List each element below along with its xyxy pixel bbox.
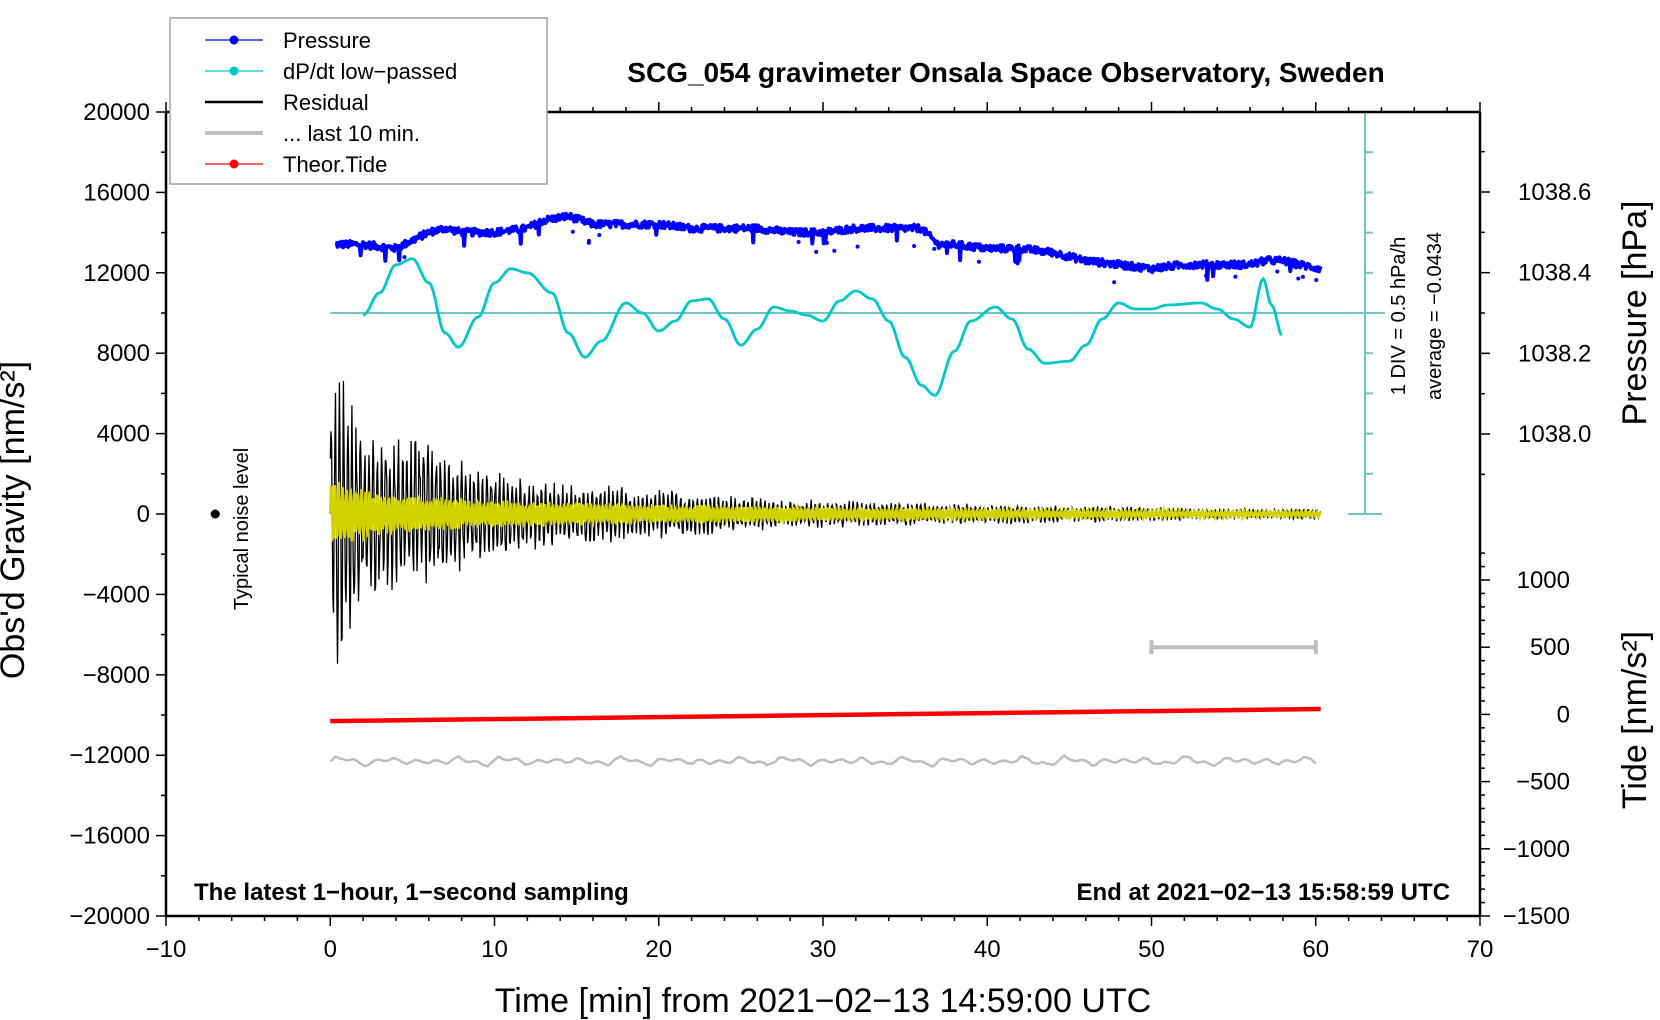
legend-marker	[229, 159, 239, 169]
x-axis-title: Time [min] from 2021−02−13 14:59:00 UTC	[495, 982, 1151, 1020]
pressure-outlier-point	[932, 246, 937, 251]
legend-entry: Pressure	[205, 28, 371, 53]
pressure-series	[334, 211, 1323, 285]
y-tide-axis-title: Tide [nm/s²]	[1616, 631, 1654, 809]
pressure-outlier-point	[1275, 269, 1280, 274]
pressure-outlier-point	[855, 244, 860, 249]
x-tick-label: 60	[1302, 936, 1329, 963]
pressure-outlier-point	[976, 259, 981, 264]
x-tick-label: 50	[1138, 936, 1165, 963]
residual-lowpassed-line	[329, 481, 1322, 543]
y-left-tick-label: −20000	[69, 903, 150, 930]
theor-tide-line	[330, 706, 1321, 724]
y-left-tick-label: −16000	[69, 823, 150, 850]
x-tick-label: −10	[146, 936, 187, 963]
chart-title: SCG_054 gravimeter Onsala Space Observat…	[627, 57, 1384, 88]
x-tick-label: 70	[1467, 936, 1494, 963]
y-left-tick-label: 20000	[83, 99, 150, 126]
pressure-outlier-point	[832, 248, 837, 253]
div-scale-note: 1 DIV = 0.5 hPa/h	[1388, 237, 1410, 395]
pressure-outlier-point	[597, 232, 602, 237]
noise-level-label: Typical noise level	[231, 448, 253, 610]
legend-marker	[229, 66, 239, 76]
legend-label: Theor.Tide	[283, 152, 387, 177]
plot-layer	[210, 111, 1385, 768]
y-tide-tick-label: −500	[1516, 769, 1570, 796]
legend-label: dP/dt low−passed	[283, 59, 457, 84]
y-pressure-tick-label: 1038.4	[1518, 260, 1591, 287]
y-tide-tick-label: −1500	[1503, 903, 1570, 930]
y-left-tick-label: 0	[137, 501, 150, 528]
dpdt-line	[362, 257, 1283, 397]
pressure-outlier-point	[814, 249, 819, 254]
legend-entry: Theor.Tide	[205, 152, 387, 177]
pressure-outlier-point	[570, 229, 575, 234]
y-tide-tick-label: 1000	[1517, 567, 1570, 594]
pressure-outlier-point	[586, 238, 591, 243]
y-pressure-tick-label: 1038.2	[1518, 340, 1591, 367]
y-left-tick-label: 4000	[97, 421, 150, 448]
legend-marker	[229, 35, 239, 45]
axes-layer: −10 0 10 20 30 40 50 60 70 20000 16000 12000 8000 400…	[69, 99, 1591, 963]
legend-label: Pressure	[283, 28, 371, 53]
sampling-note: The latest 1−hour, 1−second sampling	[194, 879, 629, 906]
y-left-tick-label: −8000	[83, 662, 150, 689]
legend-label: ... last 10 min.	[283, 121, 420, 146]
legend-entry: Residual	[205, 90, 369, 115]
x-tick-label: 40	[974, 936, 1001, 963]
pressure-outlier-point	[796, 239, 801, 244]
y-left-tick-label: 16000	[83, 179, 150, 206]
pressure-outlier-point	[402, 255, 407, 260]
pressure-outlier-point	[912, 244, 917, 249]
legend: Pressure dP/dt low−passed Residual ... last…	[169, 17, 548, 185]
y-left-tick-label: 8000	[97, 340, 150, 367]
y-pressure-tick-label: 1038.6	[1518, 179, 1591, 206]
pressure-outlier-point	[1314, 277, 1319, 282]
y-tide-tick-label: 500	[1530, 634, 1570, 661]
pressure-line	[334, 211, 1323, 282]
pressure-outlier-point	[1112, 280, 1117, 285]
y-left-tick-label: −4000	[83, 581, 150, 608]
y-pressure-tick-label: 1038.0	[1518, 421, 1591, 448]
pressure-outlier-point	[1233, 274, 1238, 279]
y-left-axis-title: Obs'd Gravity [nm/s²]	[0, 361, 32, 679]
y-left-tick-label: −12000	[69, 742, 150, 769]
legend-items: Pressure dP/dt low−passed Residual ... last…	[205, 28, 457, 177]
legend-label: Residual	[283, 90, 369, 115]
noise-level-marker	[210, 509, 220, 519]
legend-entry: dP/dt low−passed	[205, 59, 457, 84]
x-tick-label: 0	[324, 936, 337, 963]
pressure-outlier-point	[1296, 276, 1301, 281]
y-tide-tick-label: −1000	[1503, 836, 1570, 863]
y-tide-tick-label: 0	[1557, 701, 1570, 728]
y-left-tick-label: 12000	[83, 260, 150, 287]
pressure-outlier-point	[1300, 274, 1305, 279]
legend-entry: ... last 10 min.	[205, 121, 420, 146]
average-note: average = −0.0434	[1424, 232, 1446, 400]
x-tick-label: 30	[810, 936, 837, 963]
x-tick-label: 20	[645, 936, 672, 963]
pressure-outlier-point	[824, 240, 829, 245]
end-time-note: End at 2021−02−13 15:58:59 UTC	[1076, 879, 1450, 906]
last-10min-line	[329, 754, 1317, 768]
x-tick-label: 10	[481, 936, 508, 963]
pressure-outlier-point	[1204, 273, 1209, 278]
y-pressure-axis-title: Pressure [hPa]	[1616, 201, 1654, 426]
